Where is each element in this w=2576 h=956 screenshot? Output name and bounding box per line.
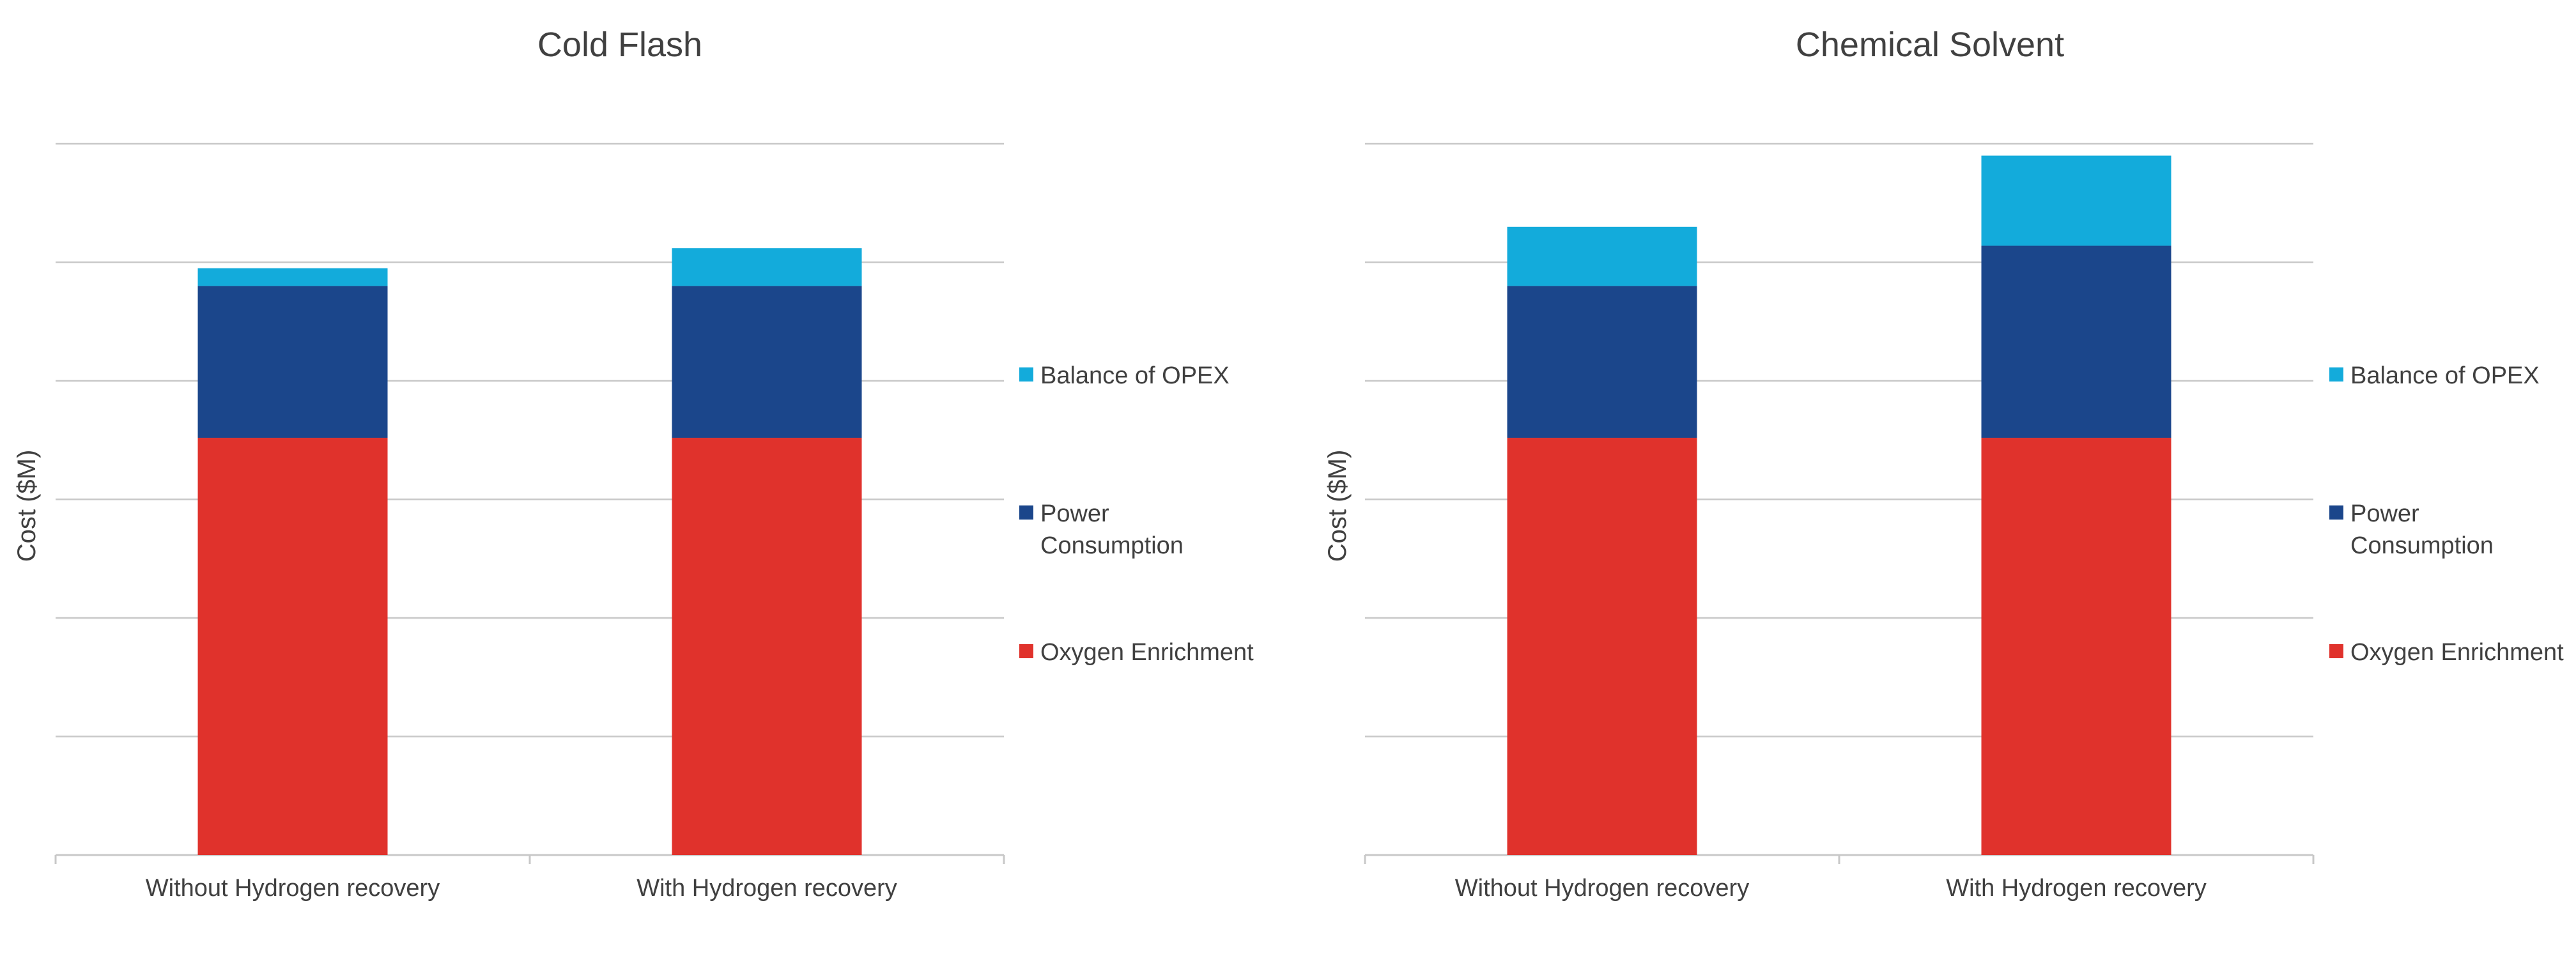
cold-flash-title: Cold Flash [537,26,702,64]
cold-flash-bar-oxygen-enrichment-without-hydrogen-recovery [197,438,388,855]
cold-flash-bar-power-consumption-with-hydrogen-recovery [672,286,862,438]
cold-flash-legend-label: Power [1040,500,1109,527]
chemical-solvent-category-label: With Hydrogen recovery [1946,875,2207,902]
chemical-solvent-legend-label: Balance of OPEX [2350,362,2540,389]
chemical-solvent-bar-balance-of-opex-with-hydrogen-recovery [1981,155,2171,246]
chemical-solvent-bar-power-consumption-without-hydrogen-recovery [1507,286,1697,438]
chemical-solvent-legend-swatch-power-consumption [2329,505,2343,520]
chemical-solvent-legend-label: Consumption [2350,532,2494,559]
cold-flash-category-label: Without Hydrogen recovery [146,875,440,902]
chemical-solvent-legend-label: Power [2350,500,2419,527]
chemical-solvent-y-axis-label: Cost ($M) [1323,450,1352,562]
chemical-solvent-bar-power-consumption-with-hydrogen-recovery [1981,245,2171,438]
cold-flash-legend-label: Balance of OPEX [1040,362,1230,389]
chemical-solvent-bar-oxygen-enrichment-with-hydrogen-recovery [1981,438,2171,855]
cold-flash-legend-label: Consumption [1040,532,1184,559]
chemical-solvent-chart: Chemical Solvent Cost ($M) Without Hydroge… [1323,26,2564,902]
chemical-solvent-legend-label: Oxygen Enrichment [2350,639,2564,666]
chemical-solvent-legend-swatch-balance-of-opex [2329,367,2343,382]
cold-flash-bar-power-consumption-without-hydrogen-recovery [197,286,388,438]
chemical-solvent-category-label: Without Hydrogen recovery [1455,875,1749,902]
cold-flash-bar-balance-of-opex-with-hydrogen-recovery [672,248,862,286]
cold-flash-bar-oxygen-enrichment-with-hydrogen-recovery [672,438,862,855]
cold-flash-legend-swatch-power-consumption [1019,505,1033,520]
cold-flash-y-axis-label: Cost ($M) [13,450,41,562]
chemical-solvent-bar-oxygen-enrichment-without-hydrogen-recovery [1507,438,1697,855]
cold-flash-legend-swatch-balance-of-opex [1019,367,1033,382]
chemical-solvent-bar-balance-of-opex-without-hydrogen-recovery [1507,226,1697,286]
cold-flash-legend-swatch-oxygen-enrichment [1019,644,1033,658]
cold-flash-legend-label: Oxygen Enrichment [1040,639,1254,666]
chemical-solvent-title: Chemical Solvent [1796,26,2064,64]
cold-flash-chart: Cold Flash Cost ($M) Without Hydrogen reco… [13,26,1254,902]
chemical-solvent-legend-swatch-oxygen-enrichment [2329,644,2343,658]
cold-flash-bar-balance-of-opex-without-hydrogen-recovery [197,268,388,286]
cold-flash-category-label: With Hydrogen recovery [636,875,897,902]
